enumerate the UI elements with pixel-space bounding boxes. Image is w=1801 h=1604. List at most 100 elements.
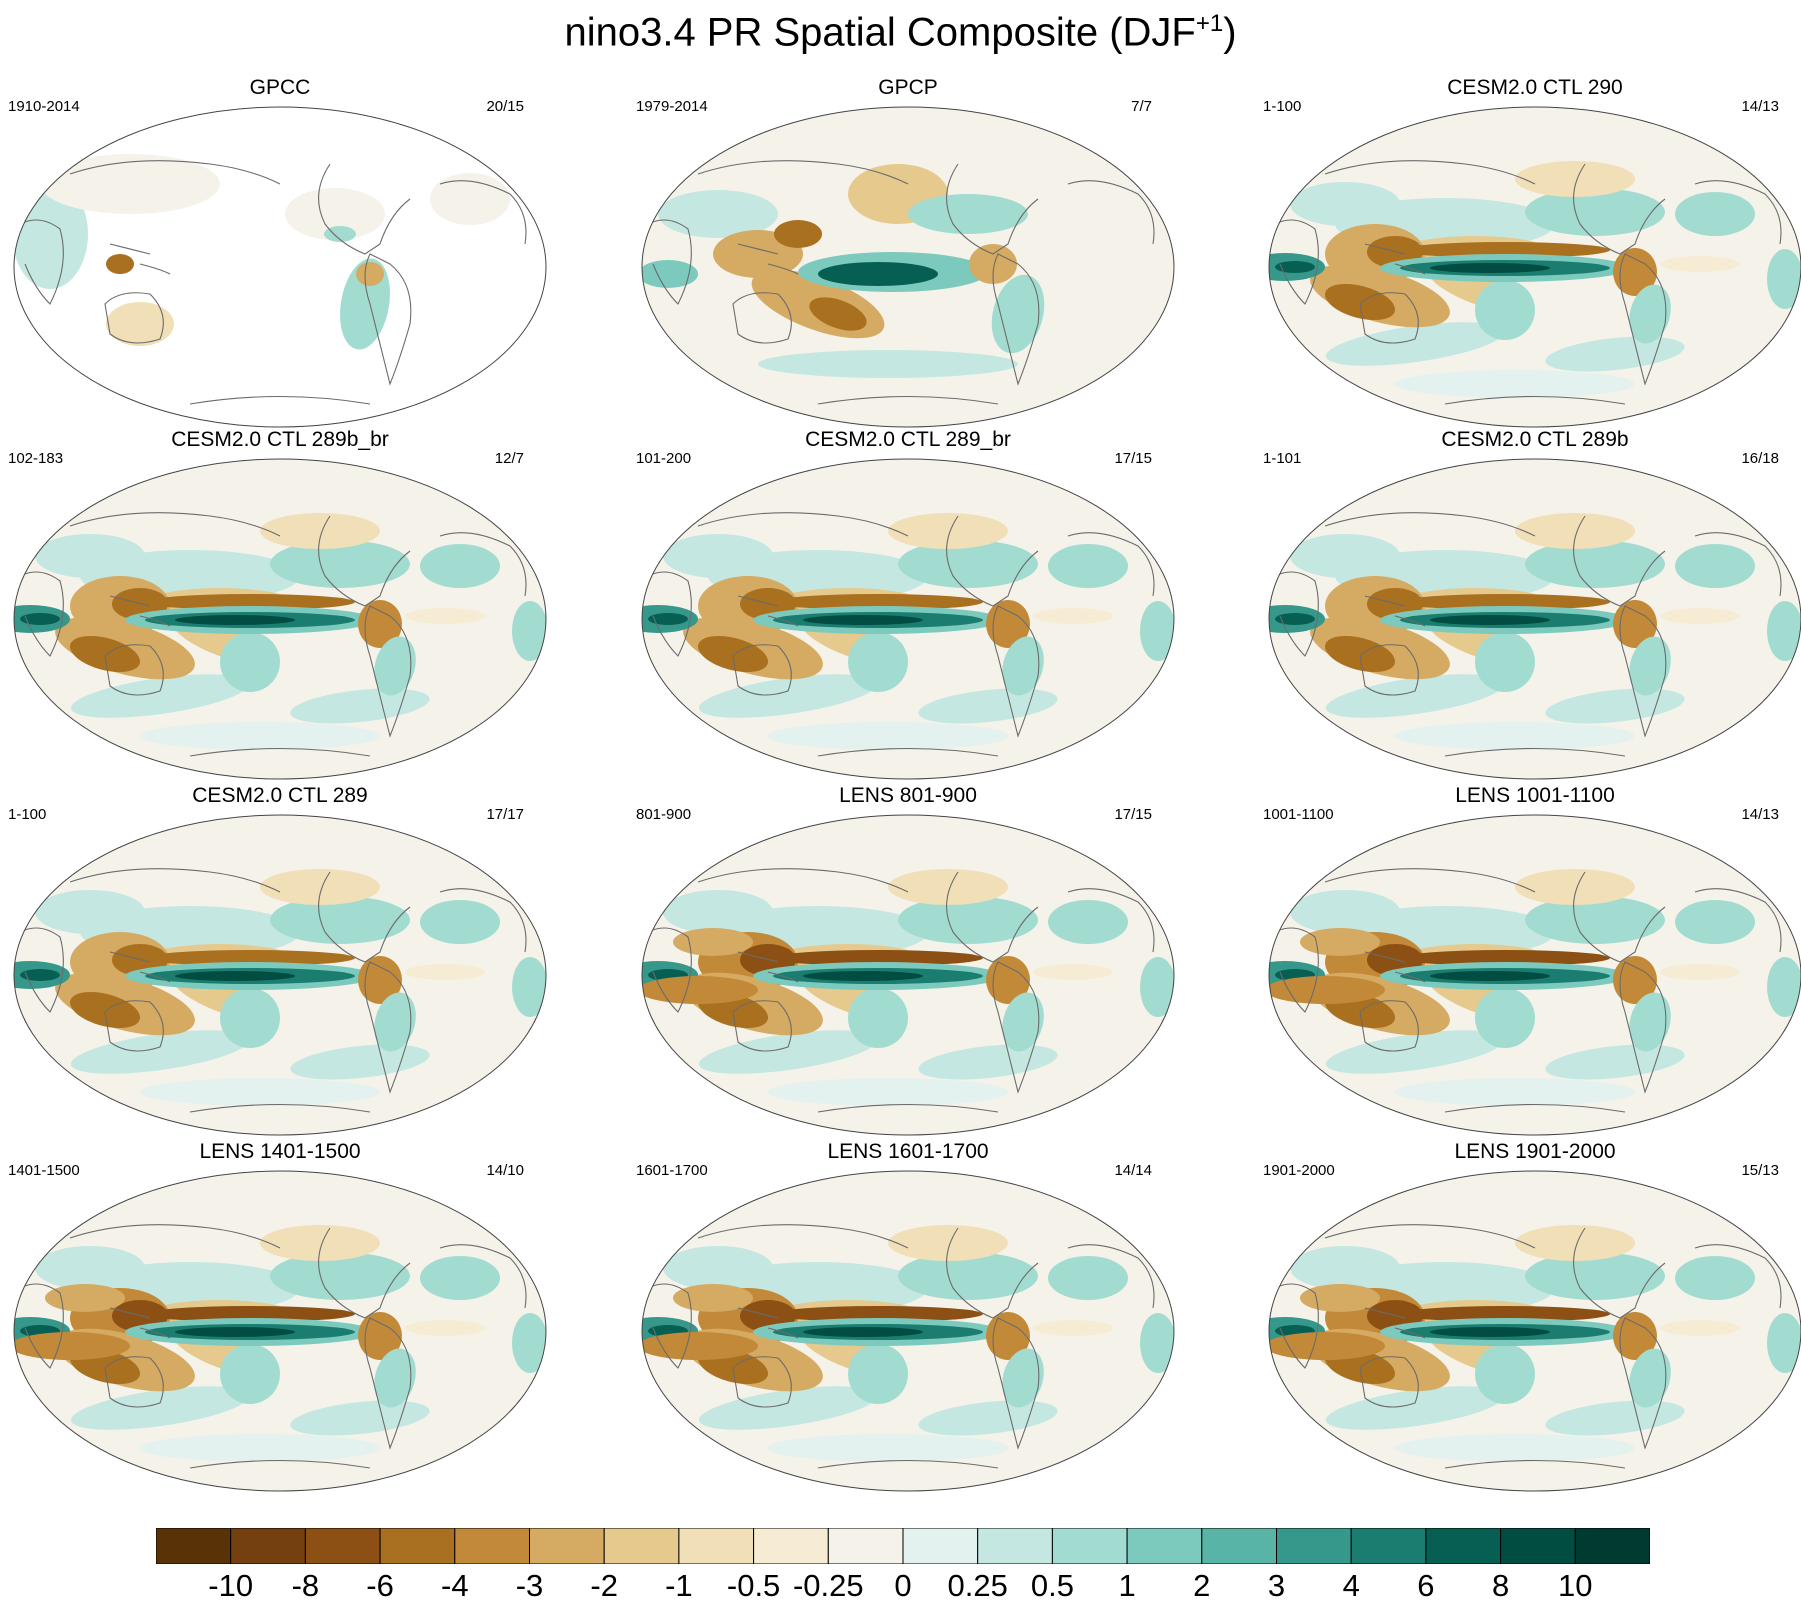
spcz-dry-core: [809, 297, 867, 331]
southern-wet-band: [698, 674, 878, 718]
australia-coast: [732, 1356, 792, 1408]
equatorial-dry-flank: [145, 594, 355, 610]
africa-coast: [19, 927, 64, 1013]
maritime-dry-core: [774, 220, 822, 248]
europe-coast: [1694, 532, 1782, 597]
africa-coast: [1274, 1283, 1319, 1369]
colorbar-swatch: [304, 1528, 381, 1564]
midlat-wet-band: [35, 534, 145, 578]
midlat-wet-band: [658, 190, 778, 238]
north-america-coast: [946, 871, 1039, 963]
indian-ocean-south-dry: [1269, 976, 1385, 1004]
map-panel: LENS 1901-2000 1901-2000 15/13: [1255, 1140, 1801, 1496]
figure-title-close: ): [1223, 10, 1237, 55]
atlantic-dry: [1660, 256, 1740, 272]
equatorial-wet-max: [803, 615, 923, 625]
indian-ocean-south-dry: [642, 976, 758, 1004]
map-panel: GPCC 1910-2014 20/15: [0, 76, 547, 432]
australia-dry-core: [1324, 283, 1396, 321]
panel-title: LENS 801-900: [839, 784, 977, 807]
panel-event-count: 17/15: [1114, 450, 1152, 467]
amazon-dry: [358, 1312, 402, 1360]
north-dry-band: [1515, 513, 1635, 549]
colorbar-swatch: [603, 1528, 680, 1564]
equatorial-dry-flank: [1400, 1306, 1610, 1322]
indian-ocean-south-dry: [642, 1332, 758, 1360]
midlat-wet-band: [35, 890, 145, 934]
southern-wet-band: [1545, 336, 1685, 372]
colorbar-tick-label: 3: [1267, 1568, 1286, 1603]
southern-wet-band: [1325, 1030, 1505, 1074]
indian-ocean-wet-core: [1275, 613, 1315, 625]
equatorial-wet-max: [1430, 1327, 1550, 1337]
maritime-continent-coast: [1364, 1307, 1426, 1339]
southern-wet-band: [768, 722, 1008, 750]
midlat-wet-band: [663, 534, 773, 578]
colorbar-swatch: [678, 1528, 755, 1564]
colorbar-tick-label: 0.25: [947, 1568, 1008, 1603]
colorbar-tick-label: -0.25: [792, 1568, 864, 1603]
panel-event-count: 15/13: [1741, 1162, 1779, 1179]
atlantic-dry: [405, 608, 485, 624]
southern-wet-band: [1395, 1078, 1635, 1106]
antarctica-coast: [189, 395, 371, 405]
midlat-wet-band: [663, 890, 773, 934]
southern-wet-band: [140, 1434, 380, 1462]
robinson-map: [13, 458, 547, 780]
antarctica-coast: [817, 1459, 999, 1469]
equatorial-wet-max: [175, 615, 295, 625]
midlat-wet-band: [270, 1252, 410, 1300]
southern-wet-band: [768, 1434, 1008, 1462]
colorbar-tick-label: -4: [441, 1568, 469, 1603]
south-america-coast: [992, 605, 1040, 738]
map-border: [1268, 458, 1801, 780]
asia-coast: [1324, 868, 1536, 893]
asia-dry: [673, 928, 753, 956]
figure-title-superscript: +1: [1195, 10, 1224, 37]
maritime-continent-coast: [1364, 243, 1426, 275]
north-dry-band: [260, 513, 380, 549]
asia-dry: [1300, 928, 1380, 956]
australia-coast: [104, 292, 164, 344]
australia-coast: [732, 1000, 792, 1052]
colorbar: [156, 1528, 1650, 1564]
map-panel: LENS 1001-1100 1001-1100 14/13: [1255, 784, 1801, 1140]
colorbar-tick-label: -2: [590, 1568, 618, 1603]
equatorial-wet-max: [803, 1327, 923, 1337]
australia-coast: [1359, 644, 1419, 696]
north-america-wet: [908, 194, 1028, 234]
amazon-dry: [1613, 1312, 1657, 1360]
south-america-wet: [374, 1348, 416, 1408]
australia-coast: [732, 644, 792, 696]
panel-event-count: 17/15: [1114, 806, 1152, 823]
atlantic-dry: [1660, 608, 1740, 624]
indian-ocean-wet-core: [20, 613, 60, 625]
asia-coast: [697, 160, 909, 185]
southern-wet-band: [70, 674, 250, 718]
colorbar-swatch: [379, 1528, 456, 1564]
colorbar-tick-label: 8: [1491, 1568, 1510, 1603]
africa-coast: [1274, 571, 1319, 657]
colorbar-tick-label: -8: [291, 1568, 320, 1603]
south-pacific-wet: [848, 1344, 908, 1404]
antarctica-coast: [189, 1103, 371, 1113]
south-america-coast: [364, 605, 412, 738]
map-border: [1268, 1170, 1801, 1492]
robinson-map: [13, 1170, 547, 1492]
map-border: [13, 814, 547, 1136]
midlat-wet-band: [420, 544, 500, 588]
panel-event-count: 12/7: [494, 450, 524, 467]
panel-period: 101-200: [636, 450, 692, 467]
southern-wet-band: [290, 1400, 430, 1436]
panel-period: 1910-2014: [8, 98, 80, 115]
panel-period: 1-101: [1263, 450, 1302, 467]
robinson-map: [13, 106, 547, 428]
midlat-wet-band: [1290, 182, 1400, 226]
map-panel: LENS 1601-1700 1601-1700 14/14: [628, 1140, 1175, 1496]
north-america-coast: [946, 163, 1039, 255]
australia-coast: [1359, 1000, 1419, 1052]
amazon-dry: [1613, 956, 1657, 1004]
asia-coast: [69, 512, 281, 537]
north-dry-band: [1515, 869, 1635, 905]
panel-title: LENS 1001-1100: [1455, 784, 1615, 807]
